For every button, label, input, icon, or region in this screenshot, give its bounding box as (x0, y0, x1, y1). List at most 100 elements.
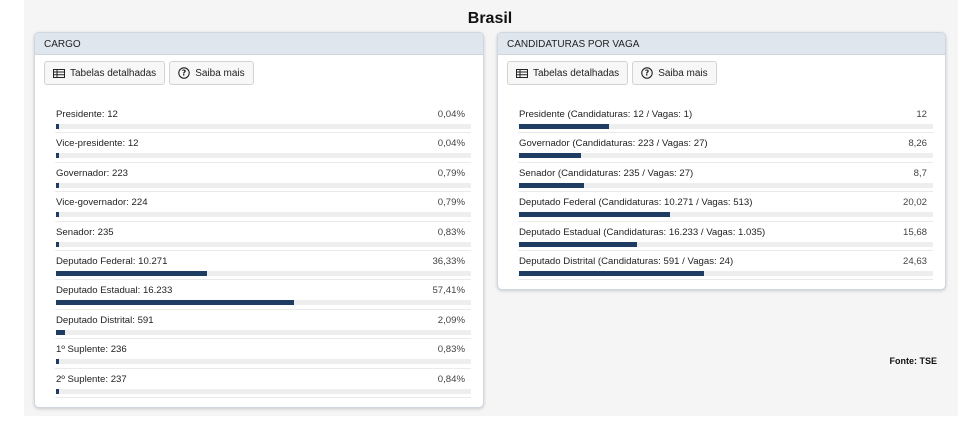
candidaturas-row-value: 24,63 (902, 255, 927, 267)
cargo-row-value: 36,33% (432, 255, 465, 267)
help-icon: ? (178, 67, 190, 79)
cargo-row: Senador: 235 0,83% (55, 222, 471, 251)
candidaturas-detailed-tables-button[interactable]: Tabelas detalhadas (507, 61, 629, 85)
cargo-bar-track (56, 212, 471, 218)
cargo-row-label: Governador: 223 (56, 167, 128, 179)
cargo-row-value: 0,04% (437, 138, 465, 150)
candidaturas-row: Senador (Candidaturas: 235 / Vagas: 27) 8… (518, 163, 933, 193)
candidaturas-row-label: Senador (Candidaturas: 235 / Vagas: 27) (519, 167, 694, 179)
candidaturas-bar-track (519, 241, 933, 247)
cargo-bar-fill (56, 359, 60, 365)
cargo-bar-fill (56, 300, 295, 306)
candidaturas-bar-fill (519, 241, 638, 247)
cargo-row-label: Vice-governador: 224 (56, 197, 148, 209)
cargo-row-value: 0,83% (437, 344, 465, 356)
candidaturas-row-label: Deputado Estadual (Candidaturas: 16.233 … (519, 226, 766, 238)
cargo-bar-track (56, 124, 471, 129)
cargo-panel-header: CARGO (35, 33, 483, 55)
cargo-toolbar: Tabelas detalhadas ? Saiba mais (44, 61, 254, 85)
cargo-panel: CARGO Tabelas detalhadas ? Saiba mais Pr… (34, 32, 484, 408)
cargo-row-value: 0,83% (437, 226, 465, 238)
cargo-row-label: Presidente: 12 (56, 109, 118, 120)
candidaturas-bar-track (519, 270, 933, 276)
cargo-bar-fill (56, 124, 59, 129)
candidaturas-row-value: 8,7 (913, 167, 927, 179)
cargo-row: Deputado Estadual: 16.233 57,41% (55, 280, 471, 310)
cargo-row-label: Senador: 235 (56, 226, 114, 238)
cargo-row-value: 0,79% (437, 167, 465, 179)
cargo-bar-track (56, 153, 471, 159)
cargo-row-label: 1º Suplente: 236 (56, 344, 127, 356)
cargo-row-value: 57,41% (432, 285, 465, 297)
cargo-bar-fill (56, 153, 59, 159)
cargo-row: Deputado Distrital: 591 2,09% (55, 310, 471, 340)
svg-text:?: ? (645, 69, 650, 78)
cargo-detailed-tables-label: Tabelas detalhadas (70, 67, 157, 79)
cargo-row: 2º Suplente: 237 0,84% (55, 369, 471, 398)
candidaturas-learn-more-button[interactable]: ? Saiba mais (632, 61, 717, 85)
cargo-row-value: 0,84% (437, 373, 465, 385)
candidaturas-row: Governador (Candidaturas: 223 / Vagas: 2… (518, 133, 933, 163)
candidaturas-row-value: 20,02 (902, 197, 927, 209)
cargo-bar-track (56, 182, 471, 188)
cargo-row: Governador: 223 0,79% (55, 163, 471, 193)
cargo-row-value: 0,79% (437, 197, 465, 209)
cargo-row-value: 0,04% (437, 109, 465, 120)
source-note: Fonte: TSE (889, 356, 938, 366)
cargo-bar-track (56, 241, 471, 247)
page-title: Brasil (467, 10, 513, 27)
cargo-list: Presidente: 12 0,04% Vice-presidente: 12 0,… (55, 104, 471, 398)
candidaturas-detailed-tables-label: Tabelas detalhadas (533, 67, 620, 79)
cargo-row: Presidente: 12 0,04% (55, 104, 471, 134)
cargo-bar-fill (56, 182, 60, 188)
cargo-row-label: Deputado Federal: 10.271 (56, 255, 168, 267)
candidaturas-row: Deputado Federal (Candidaturas: 10.271 /… (518, 192, 933, 222)
candidaturas-bar-track (519, 182, 933, 188)
cargo-row: Vice-governador: 224 0,79% (55, 192, 471, 222)
candidaturas-bar-fill (519, 212, 670, 218)
cargo-row-label: Deputado Distrital: 591 (56, 314, 154, 326)
cargo-row: 1º Suplente: 236 0,83% (55, 339, 471, 369)
cargo-row-value: 2,09% (437, 314, 465, 326)
cargo-row-label: Deputado Estadual: 16.233 (56, 285, 173, 297)
svg-text:?: ? (182, 69, 187, 78)
cargo-bar-track (56, 300, 471, 306)
table-icon (53, 68, 65, 78)
cargo-learn-more-button[interactable]: ? Saiba mais (169, 61, 254, 85)
candidaturas-row-label: Governador (Candidaturas: 223 / Vagas: 2… (519, 138, 708, 150)
candidaturas-bar-fill (519, 124, 610, 129)
cargo-bar-fill (56, 329, 65, 335)
candidaturas-row-label: Deputado Federal (Candidaturas: 10.271 /… (519, 197, 753, 209)
cargo-row-label: Vice-presidente: 12 (56, 138, 139, 150)
candidaturas-bar-track (519, 153, 933, 159)
cargo-bar-track (56, 329, 471, 335)
candidaturas-row: Deputado Distrital (Candidaturas: 591 / … (518, 251, 933, 281)
candidaturas-row-value: 15,68 (902, 226, 927, 238)
cargo-bar-track (56, 270, 471, 276)
candidaturas-bar-fill (519, 182, 585, 188)
cargo-learn-more-label: Saiba mais (195, 67, 245, 79)
candidaturas-panel: CANDIDATURAS POR VAGA Tabelas detalhadas… (497, 32, 946, 290)
candidaturas-toolbar: Tabelas detalhadas ? Saiba mais (507, 61, 717, 85)
cargo-detailed-tables-button[interactable]: Tabelas detalhadas (44, 61, 166, 85)
candidaturas-row: Presidente (Candidaturas: 12 / Vagas: 1)… (518, 104, 933, 134)
cargo-row: Vice-presidente: 12 0,04% (55, 133, 471, 163)
candidaturas-row-label: Presidente (Candidaturas: 12 / Vagas: 1) (519, 109, 693, 120)
help-icon: ? (641, 67, 653, 79)
candidaturas-list: Presidente (Candidaturas: 12 / Vagas: 1)… (518, 104, 933, 281)
cargo-row: Deputado Federal: 10.271 36,33% (55, 251, 471, 281)
cargo-bar-fill (56, 212, 60, 218)
candidaturas-row-value: 12 (916, 109, 927, 120)
candidaturas-row-value: 8,26 (908, 138, 927, 150)
candidaturas-bar-fill (519, 153, 582, 159)
cargo-bar-fill (56, 270, 207, 276)
cargo-bar-track (56, 388, 471, 394)
candidaturas-bar-track (519, 124, 933, 129)
candidaturas-bar-track (519, 212, 933, 218)
cargo-bar-fill (56, 388, 60, 394)
candidaturas-row: Deputado Estadual (Candidaturas: 16.233 … (518, 222, 933, 251)
candidaturas-row-label: Deputado Distrital (Candidaturas: 591 / … (519, 255, 734, 267)
cargo-row-label: 2º Suplente: 237 (56, 373, 127, 385)
cargo-bar-fill (56, 241, 60, 247)
table-icon (516, 68, 528, 78)
